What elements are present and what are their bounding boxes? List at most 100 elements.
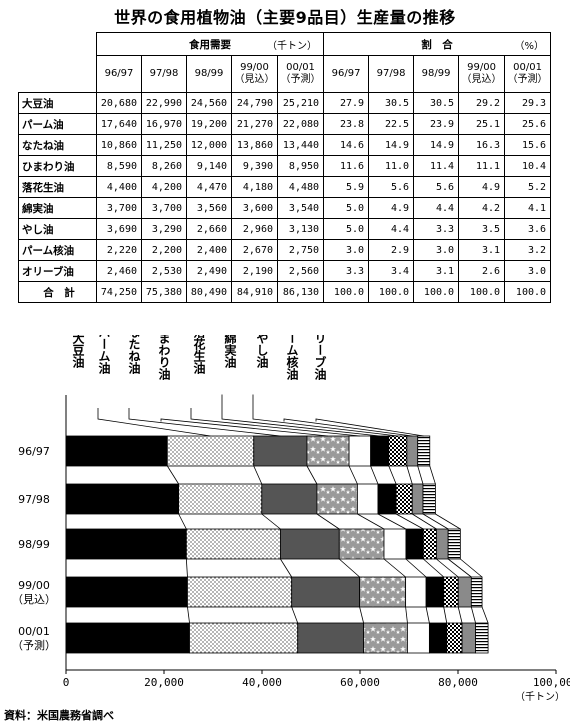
share-cell: 29.2 xyxy=(458,92,506,114)
category-label: （見込） xyxy=(12,593,56,606)
share-cell: 23.8 xyxy=(323,113,370,135)
share-cell: 14.6 xyxy=(323,134,370,156)
category-label: 98/99 xyxy=(18,538,50,551)
source-note: 資料：米国農務省調べ xyxy=(4,709,114,722)
bar-segment xyxy=(338,528,385,560)
demand-cell: 2,220 xyxy=(96,239,142,261)
demand-cell: 80,490 xyxy=(186,281,232,303)
year-label: 98/99 xyxy=(194,68,224,79)
share-cell: 4.9 xyxy=(368,197,415,219)
share-cell: 100.0 xyxy=(323,281,370,303)
demand-cell: 4,200 xyxy=(141,176,187,198)
row-label: パーム核油 xyxy=(18,239,97,261)
bar-segment xyxy=(417,435,431,467)
demand-cell: 2,960 xyxy=(231,218,278,240)
row-label: 落花生油 xyxy=(18,176,97,198)
bar-connector xyxy=(429,465,436,485)
bar-connector xyxy=(443,606,448,624)
bar-connector xyxy=(178,513,187,530)
x-tick-label: 20,000 xyxy=(144,676,184,689)
bar-connector xyxy=(377,513,407,530)
demand-cell: 74,250 xyxy=(96,281,142,303)
bar-connector xyxy=(412,513,437,530)
demand-cell: 2,190 xyxy=(231,260,278,282)
share-cell: 23.9 xyxy=(413,113,460,135)
year-header: 00/01 （予測） xyxy=(504,55,552,93)
year-label: 98/99 xyxy=(421,68,451,79)
bar-segment xyxy=(422,528,437,560)
year-header: 99/00 （見込） xyxy=(458,55,506,93)
year-label: 99/00 xyxy=(467,62,496,73)
bar-segment xyxy=(253,435,308,467)
year-header: 98/99 xyxy=(413,55,460,93)
category-label: 99/00 xyxy=(18,579,50,592)
year-label: 99/00 xyxy=(240,62,269,73)
share-cell: 3.1 xyxy=(458,239,506,261)
demand-cell: 86,130 xyxy=(276,281,325,303)
bar-segment xyxy=(261,483,318,515)
year-header: 98/99 xyxy=(186,55,232,93)
series-label: 綿実油 xyxy=(223,335,237,369)
bar-segment xyxy=(443,576,459,608)
series-label: ひまわり油 xyxy=(157,335,171,381)
share-cell: 3.0 xyxy=(413,239,460,261)
share-cell: 3.2 xyxy=(504,239,552,261)
year-sublabel: （見込） xyxy=(461,74,502,85)
demand-cell: 84,910 xyxy=(231,281,278,303)
bar-segment xyxy=(461,622,476,654)
year-header: 96/97 xyxy=(96,55,142,93)
share-cell: 5.6 xyxy=(413,176,460,198)
bar-connector xyxy=(316,513,340,530)
bar-segment xyxy=(65,622,190,654)
bar-segment xyxy=(357,483,379,515)
bar-segment xyxy=(65,483,180,515)
bar-connector xyxy=(166,465,179,485)
series-label: オリーブ油 xyxy=(313,335,327,381)
year-header: 99/00 （見込） xyxy=(231,55,278,93)
bar-segment xyxy=(178,483,263,515)
group-header-share: 割 合 （%） xyxy=(323,32,552,56)
table-row: 大豆油 20,680 22,990 24,560 24,790 25,210 27.9 30.… xyxy=(18,92,552,114)
bar-segment xyxy=(422,483,436,515)
row-label: ひまわり油 xyxy=(18,155,97,177)
series-label: パーム油 xyxy=(97,335,111,375)
row-label: パーム油 xyxy=(18,113,97,135)
bar-connector xyxy=(348,465,358,485)
series-leader-line xyxy=(128,408,281,437)
bar-connector xyxy=(291,606,299,624)
demand-cell: 3,700 xyxy=(141,197,187,219)
bar-segment xyxy=(407,622,430,654)
demand-cell: 2,490 xyxy=(186,260,232,282)
year-label: 00/01 xyxy=(286,62,315,73)
row-label: やし油 xyxy=(18,218,97,240)
demand-cell: 3,700 xyxy=(96,197,142,219)
share-cell: 29.3 xyxy=(504,92,552,114)
series-leader-line xyxy=(221,394,380,437)
series-leader-line xyxy=(160,418,329,437)
share-cell: 11.6 xyxy=(323,155,370,177)
series-label: やし油 xyxy=(255,335,269,369)
share-cell: 14.9 xyxy=(413,134,460,156)
year-label: 97/98 xyxy=(376,68,406,79)
bar-connector xyxy=(457,606,463,624)
bar-connector xyxy=(253,465,263,485)
demand-cell: 12,000 xyxy=(186,134,232,156)
bar-segment xyxy=(316,483,358,515)
group-demand-label: 食用需要 xyxy=(189,38,232,51)
demand-cell: 2,460 xyxy=(96,260,142,282)
bar-connector xyxy=(261,513,281,530)
bar-connector xyxy=(357,513,385,530)
series-leader-line xyxy=(283,418,413,437)
bar-connector xyxy=(423,558,445,578)
share-cell: 4.4 xyxy=(368,218,415,240)
bar-connector xyxy=(359,606,364,624)
bar-connector xyxy=(388,465,397,485)
series-label: 大豆油 xyxy=(71,335,85,369)
demand-cell: 3,130 xyxy=(276,218,325,240)
share-cell: 4.2 xyxy=(458,197,506,219)
demand-cell: 24,790 xyxy=(231,92,278,114)
series-leader-line xyxy=(315,418,424,437)
table-header-row-years: 96/97 97/98 98/99 99/00 （見込） 00/01 （予測） 96/97 97… xyxy=(19,55,552,93)
bar-connector xyxy=(338,558,360,578)
demand-cell: 13,440 xyxy=(276,134,325,156)
